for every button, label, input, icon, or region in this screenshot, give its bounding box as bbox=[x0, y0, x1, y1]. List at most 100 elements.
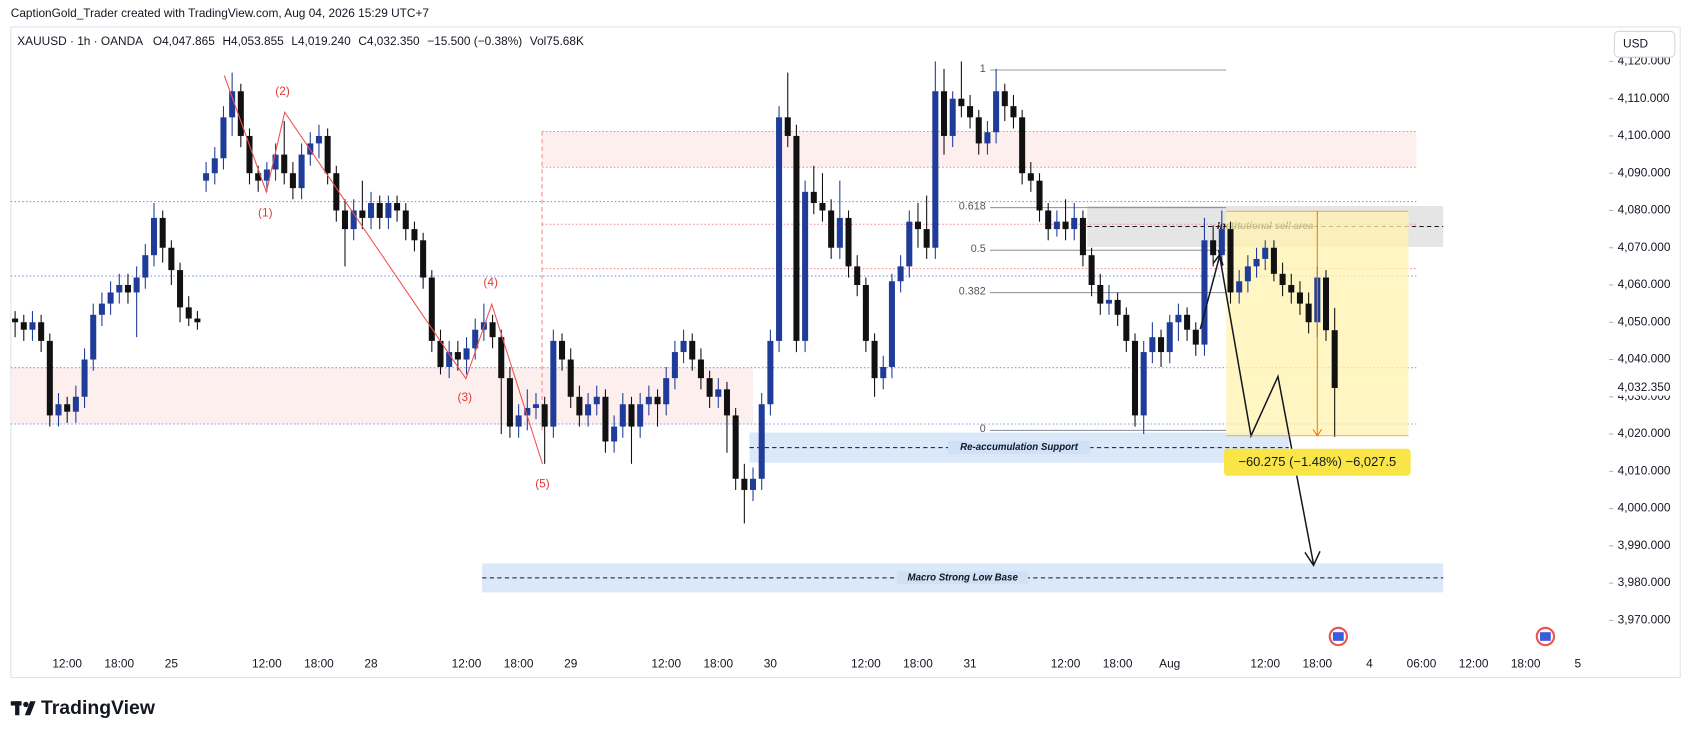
logo-part bbox=[15, 701, 20, 716]
candle-body bbox=[385, 203, 392, 218]
last-price-tag bbox=[1614, 380, 1680, 396]
x-tick-label: 12:00 bbox=[1051, 657, 1081, 671]
symbol: XAUUSD · 1h · OANDA bbox=[17, 34, 143, 48]
y-tick-label: 3,990.000 bbox=[1618, 538, 1671, 552]
candle-body bbox=[1079, 217, 1086, 256]
fib-label: 0.382 bbox=[959, 285, 986, 297]
candle-body bbox=[333, 173, 340, 211]
candle-body bbox=[802, 191, 809, 341]
candle-body bbox=[958, 98, 965, 107]
candle-body bbox=[862, 284, 869, 341]
candle-body bbox=[559, 340, 566, 360]
candle-body bbox=[1305, 303, 1312, 323]
candle-body bbox=[498, 337, 505, 379]
candle-body bbox=[784, 117, 791, 136]
arrow-head bbox=[1304, 550, 1321, 567]
change: −15.500 (−0.38%) bbox=[427, 34, 522, 48]
candle-body bbox=[376, 203, 383, 218]
candle-body bbox=[810, 191, 817, 204]
candle-body bbox=[637, 404, 644, 427]
candle-body bbox=[1210, 240, 1217, 256]
candle-body bbox=[142, 255, 149, 278]
candle-body bbox=[1227, 229, 1234, 293]
y-tick-label: 4,070.000 bbox=[1618, 240, 1671, 254]
x-tick-label: 31 bbox=[963, 657, 977, 671]
wave-label: (5) bbox=[535, 477, 550, 491]
candle-body bbox=[1253, 258, 1260, 267]
candle-body bbox=[263, 169, 270, 181]
currency-button[interactable] bbox=[1613, 30, 1676, 58]
candle-body bbox=[567, 359, 574, 397]
candle-body bbox=[906, 221, 913, 267]
candle-body bbox=[1001, 91, 1008, 107]
candle-body bbox=[923, 229, 930, 248]
candle-body bbox=[246, 135, 253, 174]
candle-body bbox=[1140, 352, 1147, 416]
candle-body bbox=[229, 91, 236, 118]
x-tick-label: 25 bbox=[165, 657, 179, 671]
candle-body bbox=[1071, 217, 1078, 230]
y-tick-label: 3,980.000 bbox=[1618, 575, 1671, 589]
event-flag bbox=[1332, 632, 1344, 641]
candle-body bbox=[237, 91, 244, 136]
candle-body bbox=[1158, 337, 1165, 353]
x-tick-label: 18:00 bbox=[1103, 657, 1133, 671]
x-tick-label: 12:00 bbox=[1250, 657, 1280, 671]
candle-body bbox=[272, 154, 279, 170]
y-tick-label: 4,050.000 bbox=[1618, 314, 1671, 328]
candle-body bbox=[776, 117, 783, 341]
y-tick-label: 4,000.000 bbox=[1618, 501, 1671, 515]
candle-body bbox=[420, 240, 427, 278]
candle-body bbox=[888, 281, 895, 367]
candle-body bbox=[593, 396, 600, 405]
brand: TradingView bbox=[41, 697, 156, 719]
candle-body bbox=[1296, 292, 1303, 304]
candle-body bbox=[1131, 340, 1139, 416]
top-bar: CaptionGold_Trader created with TradingV… bbox=[11, 6, 429, 20]
candle-body bbox=[1218, 229, 1225, 256]
candle-body bbox=[1244, 266, 1251, 282]
candle-body bbox=[689, 340, 696, 360]
y-tick-label: 4,040.000 bbox=[1618, 352, 1671, 366]
candle-body bbox=[1288, 284, 1295, 293]
candle-body bbox=[1088, 255, 1095, 285]
candle-body bbox=[819, 203, 826, 211]
candle-body bbox=[680, 340, 687, 353]
zone-label: Macro Strong Low Base bbox=[908, 572, 1019, 583]
candle-body bbox=[1053, 221, 1060, 230]
y-tick-label: 4,080.000 bbox=[1618, 203, 1671, 217]
brand-logo bbox=[10, 701, 36, 716]
candle-body bbox=[1105, 299, 1112, 304]
candle-body bbox=[489, 322, 496, 338]
candle-body bbox=[454, 352, 461, 360]
candle-body bbox=[1236, 281, 1243, 293]
candle-body bbox=[90, 314, 97, 360]
candle-body bbox=[298, 154, 305, 189]
zone-label-bg bbox=[947, 441, 1091, 455]
candle-body bbox=[211, 158, 218, 174]
candle-body bbox=[359, 210, 366, 218]
candle-body bbox=[741, 478, 748, 490]
ohlc-low: L4,019.240 bbox=[291, 34, 351, 48]
candle-body bbox=[368, 203, 375, 218]
y-tick-label: 4,060.000 bbox=[1618, 277, 1671, 291]
measure-label-bg bbox=[1224, 448, 1411, 476]
fib-label: 1 bbox=[980, 63, 986, 75]
candle-body bbox=[98, 303, 105, 315]
currency-label: USD bbox=[1623, 36, 1648, 50]
candle-body bbox=[1262, 247, 1269, 259]
candle-body bbox=[72, 396, 79, 412]
candle-body bbox=[1322, 277, 1330, 331]
candle-body bbox=[168, 247, 175, 271]
candle-body bbox=[715, 389, 722, 397]
candle-body bbox=[394, 203, 401, 211]
candle-body bbox=[750, 478, 757, 490]
candle-body bbox=[116, 284, 123, 293]
arrow-line bbox=[1199, 255, 1221, 330]
candle-body bbox=[1036, 180, 1043, 211]
candle-body bbox=[12, 318, 19, 323]
candle-body bbox=[428, 277, 435, 341]
candle-body bbox=[1270, 247, 1277, 274]
x-tick-label: 5 bbox=[1574, 657, 1581, 671]
x-tick-label: 29 bbox=[564, 657, 578, 671]
